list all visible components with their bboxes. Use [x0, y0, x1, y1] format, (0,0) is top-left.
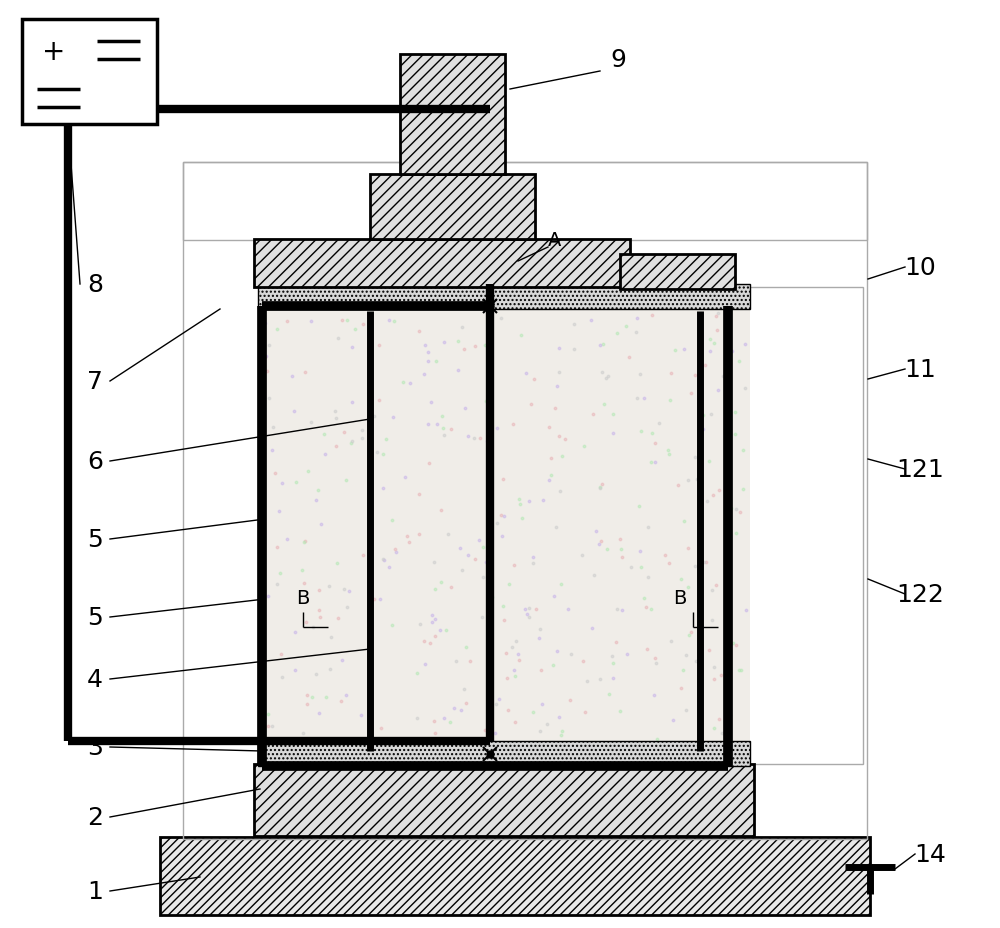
Text: 1: 1 — [87, 879, 103, 903]
Text: B: B — [673, 587, 687, 607]
Text: 3: 3 — [87, 735, 103, 759]
Text: 4: 4 — [87, 667, 103, 691]
Bar — [183, 162, 867, 240]
Bar — [728, 288, 863, 764]
Text: 5: 5 — [87, 527, 103, 551]
Bar — [254, 239, 630, 288]
Bar — [22, 20, 157, 125]
Text: 8: 8 — [87, 273, 103, 297]
Text: 121: 121 — [896, 458, 944, 482]
Text: 5: 5 — [87, 605, 103, 629]
Text: A: A — [548, 230, 562, 250]
Text: 7: 7 — [87, 369, 103, 393]
Bar — [183, 162, 867, 839]
Text: 11: 11 — [904, 357, 936, 381]
Text: 122: 122 — [896, 583, 944, 606]
Bar — [370, 174, 535, 239]
Text: 9: 9 — [610, 48, 626, 72]
Bar — [160, 837, 870, 915]
Bar — [258, 285, 750, 310]
Text: B: B — [296, 587, 310, 607]
Text: 10: 10 — [904, 256, 936, 279]
Bar — [258, 741, 750, 767]
Text: 2: 2 — [87, 806, 103, 829]
Bar — [400, 55, 505, 174]
Text: 6: 6 — [87, 449, 103, 473]
Bar — [254, 764, 754, 836]
Bar — [258, 310, 750, 741]
Text: 14: 14 — [914, 842, 946, 866]
Text: +: + — [42, 38, 66, 66]
Bar — [620, 254, 735, 290]
